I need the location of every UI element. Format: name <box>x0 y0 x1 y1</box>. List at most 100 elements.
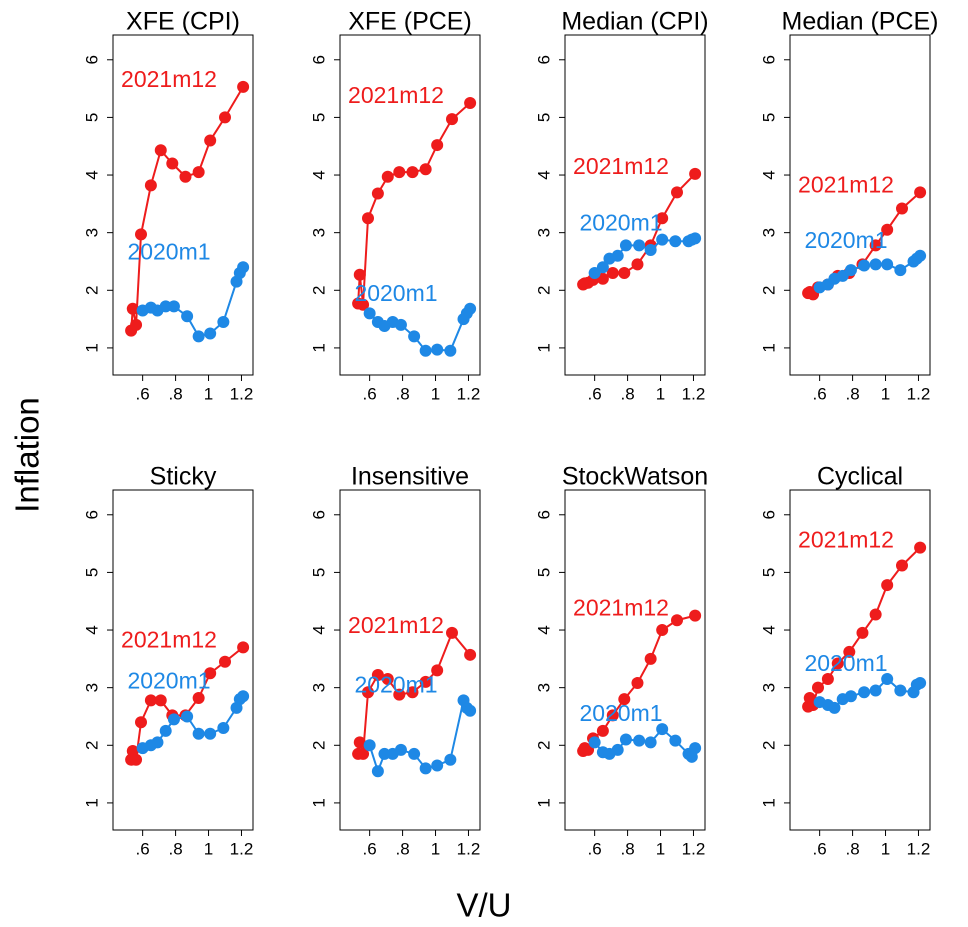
y-tick-label: 3 <box>759 228 778 237</box>
plot-frame <box>789 489 931 831</box>
point <box>353 268 366 281</box>
point <box>394 318 407 331</box>
panel-title: XFE (PCE) <box>348 8 472 36</box>
panel-title: Insensitive <box>351 463 469 491</box>
plot-frame <box>339 34 481 376</box>
y-tick-label: 3 <box>759 683 778 692</box>
point <box>881 223 894 236</box>
point <box>144 694 157 707</box>
point <box>135 716 147 729</box>
y-tick-label: 2 <box>309 741 328 750</box>
y-tick-label: 6 <box>82 510 101 519</box>
x-tick-label: .6 <box>813 839 827 858</box>
x-tick-label: 1 <box>431 384 440 403</box>
y-tick-label: 2 <box>759 286 778 295</box>
point <box>858 259 871 272</box>
point <box>821 673 834 686</box>
y-tick-label: 2 <box>82 741 101 750</box>
point <box>446 113 458 126</box>
point <box>869 608 882 621</box>
point <box>237 80 250 93</box>
point <box>689 232 702 245</box>
y-tick-label: 3 <box>534 683 553 692</box>
point <box>644 652 657 665</box>
point <box>159 724 172 737</box>
series-label: 2021m12 <box>798 171 894 197</box>
point <box>881 579 894 592</box>
point <box>353 736 366 749</box>
point <box>204 667 217 680</box>
series-label: 2020m1 <box>127 238 210 264</box>
y-tick-label: 3 <box>534 228 553 237</box>
point <box>446 626 458 639</box>
point <box>606 267 619 279</box>
y-tick-label: 6 <box>759 510 778 519</box>
point <box>914 249 927 262</box>
series-label: 2021m12 <box>573 153 669 179</box>
y-tick-label: 5 <box>82 568 101 577</box>
x-tick-label: .8 <box>620 839 634 858</box>
y-tick-label: 6 <box>309 510 328 519</box>
plot-frame <box>112 34 254 376</box>
point <box>166 157 179 170</box>
y-tick-label: 5 <box>534 113 553 122</box>
point <box>371 187 384 200</box>
point <box>192 727 205 740</box>
plot-frame <box>789 34 931 376</box>
point <box>357 747 370 760</box>
x-tick-label: .6 <box>588 384 602 403</box>
point <box>130 318 143 331</box>
x-tick-label: .6 <box>363 384 377 403</box>
plot-frame <box>564 489 706 831</box>
point <box>671 614 683 627</box>
point <box>181 710 194 723</box>
series-label: 2020m1 <box>804 227 887 253</box>
x-tick-label: 1.2 <box>682 839 706 858</box>
x-tick-label: 1.2 <box>907 384 931 403</box>
point <box>896 559 908 572</box>
point <box>656 624 669 637</box>
point <box>431 139 444 152</box>
point <box>633 734 646 747</box>
point <box>192 330 205 343</box>
y-tick-label: 1 <box>759 798 778 807</box>
point <box>378 747 391 760</box>
point <box>619 733 632 746</box>
x-tick-label: 1 <box>656 839 665 858</box>
y-tick-label: 5 <box>534 568 553 577</box>
series-line <box>130 86 244 331</box>
y-tick-label: 4 <box>759 625 778 634</box>
point <box>363 739 376 752</box>
y-tick-label: 5 <box>759 568 778 577</box>
series-label: 2020m1 <box>579 700 662 726</box>
series-label: 2021m12 <box>121 66 217 92</box>
point <box>656 233 669 246</box>
x-tick-label: .6 <box>363 839 377 858</box>
plot-frame <box>564 34 706 376</box>
point <box>181 310 194 323</box>
y-tick-label: 5 <box>309 568 328 577</box>
plot-frame <box>339 489 481 831</box>
y-tick-label: 3 <box>82 683 101 692</box>
point <box>431 664 444 677</box>
point <box>362 686 374 699</box>
point <box>159 300 172 313</box>
point <box>371 668 384 681</box>
panel-title: Median (PCE) <box>782 8 939 36</box>
x-tick-label: 1.2 <box>457 384 481 403</box>
point <box>179 170 192 183</box>
point <box>689 609 702 622</box>
y-tick-label: 4 <box>82 625 101 634</box>
y-tick-label: 4 <box>534 625 553 634</box>
point <box>843 645 856 658</box>
point <box>204 727 217 740</box>
y-tick-label: 3 <box>309 683 328 692</box>
point <box>419 163 432 176</box>
point <box>464 648 477 661</box>
point <box>192 166 205 179</box>
y-tick-label: 4 <box>759 170 778 179</box>
series-line <box>357 102 471 305</box>
point <box>393 166 406 179</box>
point <box>406 166 419 179</box>
x-tick-label: .8 <box>620 384 634 403</box>
